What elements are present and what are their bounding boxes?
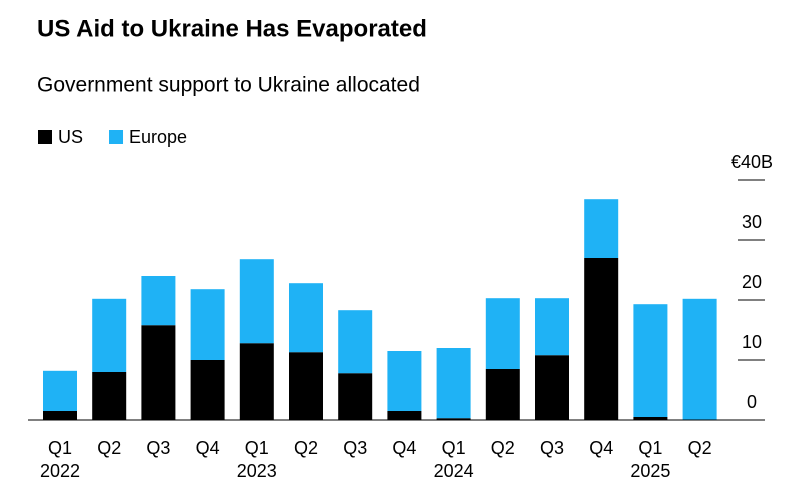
x-tick-label: Q2 (294, 438, 318, 458)
chart-subtitle: Government support to Ukraine allocated (37, 74, 420, 97)
bar (43, 370, 77, 411)
bar (584, 199, 619, 258)
bar (387, 351, 422, 411)
x-tick-label: Q2 (97, 438, 121, 458)
bar (338, 373, 373, 420)
legend-swatch (109, 130, 124, 144)
y-tick-label: 30 (742, 212, 762, 232)
bar (633, 304, 668, 417)
x-tick-label: Q4 (196, 438, 220, 458)
y-tick-label: €40B (731, 152, 773, 172)
bar (141, 325, 176, 420)
legend-swatch (38, 130, 52, 144)
x-tick-label: Q3 (343, 438, 367, 458)
bar (485, 298, 520, 369)
x-group-label: 2023 (237, 461, 277, 481)
bar (141, 276, 176, 326)
bar (289, 352, 323, 420)
bar (190, 360, 225, 420)
x-group-label: 2024 (434, 461, 474, 481)
y-tick-label: 0 (747, 392, 757, 412)
x-tick-label: Q1 (48, 438, 72, 458)
bar (436, 348, 471, 419)
bar (436, 418, 471, 420)
legend-label: Europe (129, 127, 187, 147)
bar (43, 411, 77, 420)
bar (239, 343, 274, 420)
bar (387, 411, 422, 420)
bar (92, 298, 127, 372)
bar (535, 355, 569, 420)
chart-title: US Aid to Ukraine Has Evaporated (37, 15, 427, 42)
bar (92, 372, 127, 420)
bar (338, 310, 373, 374)
bar (682, 298, 717, 420)
x-tick-label: Q4 (392, 438, 416, 458)
bar (289, 283, 323, 353)
legend-label: US (58, 127, 83, 147)
x-tick-label: Q1 (245, 438, 269, 458)
bar (535, 298, 569, 356)
x-group-label: 2022 (40, 461, 80, 481)
x-group-label: 2025 (630, 461, 670, 481)
bar (239, 259, 274, 344)
bar (633, 417, 668, 420)
bar (584, 258, 619, 420)
y-tick-label: 10 (742, 332, 762, 352)
x-tick-label: Q2 (688, 438, 712, 458)
x-tick-label: Q3 (146, 438, 170, 458)
bar (190, 289, 225, 360)
x-tick-label: Q3 (540, 438, 564, 458)
bar (485, 369, 520, 420)
x-tick-label: Q1 (442, 438, 466, 458)
x-tick-label: Q2 (491, 438, 515, 458)
x-tick-label: Q1 (638, 438, 662, 458)
x-tick-label: Q4 (589, 438, 613, 458)
y-tick-label: 20 (742, 272, 762, 292)
